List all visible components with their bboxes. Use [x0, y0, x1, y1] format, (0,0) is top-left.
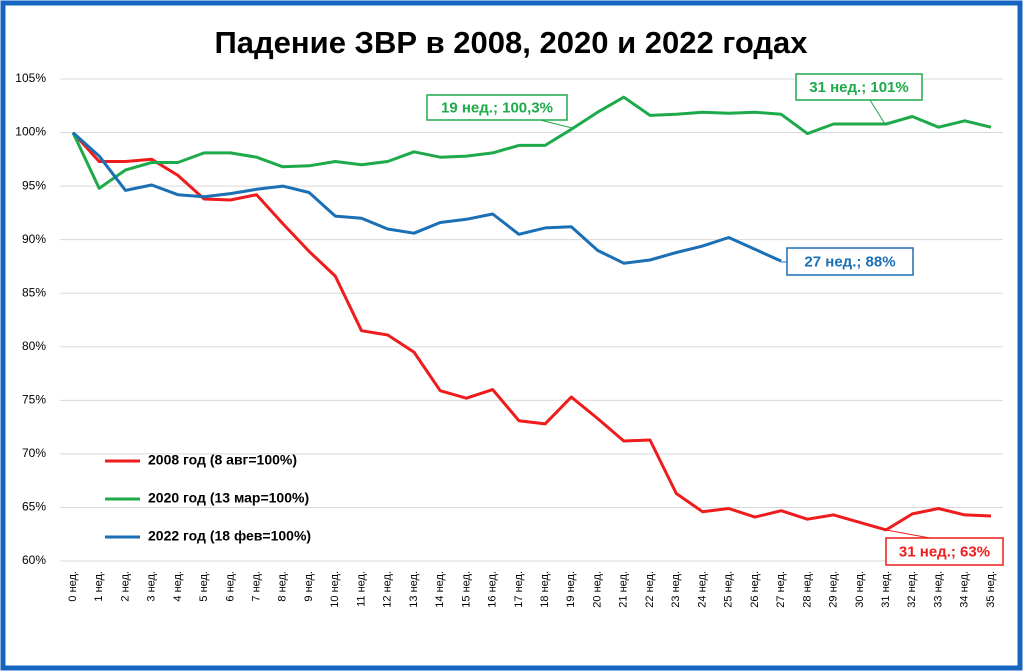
x-tick-label: 35 нед. — [985, 571, 997, 608]
series-line — [71, 131, 782, 265]
x-tick-label: 27 нед. — [775, 571, 787, 608]
x-tick-label: 8 нед. — [277, 571, 289, 602]
x-tick-label: 0 нед. — [67, 571, 79, 602]
x-tick-label: 29 нед. — [828, 571, 840, 608]
x-tick-label: 3 нед. — [146, 571, 158, 602]
series-line — [71, 131, 992, 532]
series-line — [71, 95, 992, 190]
x-tick-label: 32 нед. — [906, 571, 918, 608]
x-tick-label: 7 нед. — [251, 571, 263, 602]
callout-pointer — [869, 99, 886, 125]
legend-label: 2020 год (13 мар=100%) — [148, 490, 309, 506]
x-tick-label: 25 нед. — [723, 571, 735, 608]
x-tick-label: 2 нед. — [119, 571, 131, 602]
annotation: 19 нед.; 100,3% — [441, 99, 553, 116]
legend-label: 2022 год (18 фев=100%) — [148, 528, 311, 544]
x-tick-label: 16 нед. — [487, 571, 499, 608]
callout-pointer — [885, 529, 931, 539]
x-tick-label: 28 нед. — [801, 571, 813, 608]
x-tick-label: 34 нед. — [959, 571, 971, 608]
callout-box — [426, 94, 568, 121]
x-tick-label: 21 нед. — [618, 571, 630, 608]
legend-label: 2008 год (8 авг=100%) — [148, 452, 297, 468]
x-tick-label: 33 нед. — [932, 571, 944, 608]
x-tick-label: 22 нед. — [644, 571, 656, 608]
x-tick-label: 12 нед. — [382, 571, 394, 608]
y-tick-label: 105% — [15, 71, 46, 85]
annotation: 27 нед.; 88% — [804, 253, 895, 270]
x-tick-label: 5 нед. — [198, 571, 210, 602]
x-tick-label: 9 нед. — [303, 571, 315, 602]
x-tick-label: 14 нед. — [434, 571, 446, 608]
y-tick-label: 85% — [22, 285, 46, 299]
x-tick-label: 4 нед. — [172, 571, 184, 602]
y-tick-label: 65% — [22, 500, 46, 514]
annotation: 31 нед.; 101% — [809, 79, 908, 96]
callout-box — [795, 73, 923, 101]
y-tick-label: 60% — [22, 553, 46, 567]
x-tick-label: 10 нед. — [329, 571, 341, 608]
x-tick-label: 24 нед. — [696, 571, 708, 608]
x-tick-label: 31 нед. — [880, 571, 892, 608]
x-tick-label: 18 нед. — [539, 571, 551, 608]
x-tick-label: 30 нед. — [854, 571, 866, 608]
x-tick-label: 6 нед. — [224, 571, 236, 602]
x-tick-label: 19 нед. — [565, 571, 577, 608]
callout-box — [885, 537, 1004, 566]
x-tick-label: 17 нед. — [513, 571, 525, 608]
y-tick-label: 95% — [22, 178, 46, 192]
x-tick-label: 1 нед. — [93, 571, 105, 602]
x-tick-label: 13 нед. — [408, 571, 420, 608]
x-tick-label: 23 нед. — [670, 571, 682, 608]
annotation: 31 нед.; 63% — [899, 543, 990, 560]
x-tick-label: 15 нед. — [460, 571, 472, 608]
chart-title: Падение ЗВР в 2008, 2020 и 2022 годах — [214, 25, 808, 60]
callout-box — [786, 247, 914, 276]
x-tick-label: 11 нед. — [355, 571, 367, 607]
y-tick-label: 100% — [15, 125, 46, 139]
x-tick-label: 20 нед. — [591, 571, 603, 608]
y-tick-label: 75% — [22, 393, 46, 407]
x-tick-label: 26 нед. — [749, 571, 761, 608]
y-tick-label: 90% — [22, 232, 46, 246]
y-tick-label: 70% — [22, 446, 46, 460]
callout-pointer — [539, 119, 573, 129]
y-tick-label: 80% — [22, 339, 46, 353]
